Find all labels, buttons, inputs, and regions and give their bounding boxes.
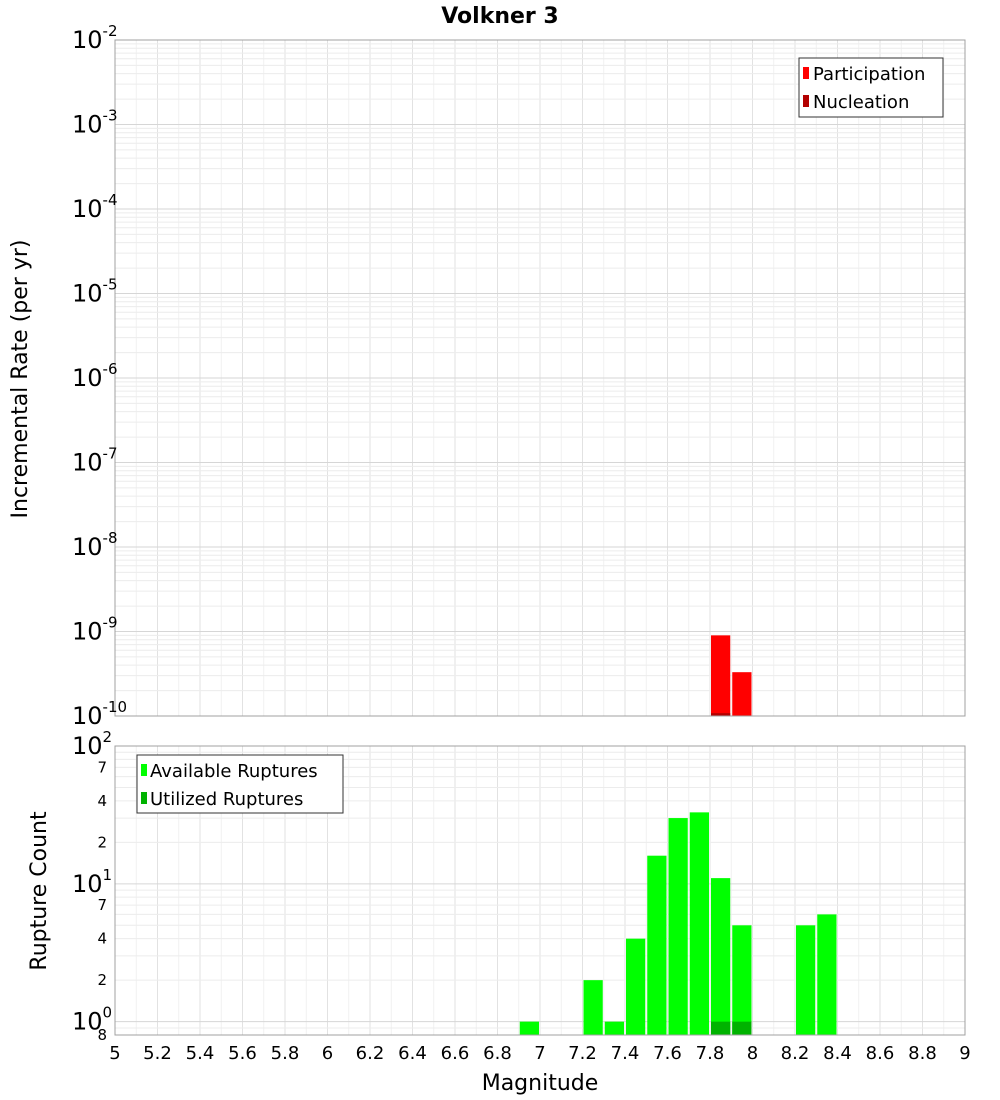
rate-y-tick-labels: 10-10 10-9 10-8 10-7 10-6 10-5 10-4 10-3 10-2 xyxy=(72,22,127,730)
x-tick-label: 6.4 xyxy=(398,1043,427,1064)
x-tick-label: 6 xyxy=(322,1043,333,1064)
legend-swatch-available xyxy=(141,764,147,776)
x-tick-label: 8.8 xyxy=(908,1043,937,1064)
count-y-minor-tick-label: 8 xyxy=(97,1026,107,1044)
rate-y-tick-label: 10-5 xyxy=(72,276,118,308)
rate-y-tick-label: 10-10 xyxy=(72,698,127,730)
x-tick-label: 5.2 xyxy=(143,1043,172,1064)
count-y-minor-tick-label: 4 xyxy=(97,930,107,948)
rate-y-tick-label: 10-9 xyxy=(72,614,118,646)
utilized-ruptures-bar xyxy=(732,1021,752,1035)
count-y-minor-tick-label: 7 xyxy=(97,896,107,914)
legend-swatch-utilized xyxy=(141,792,147,804)
available-ruptures-bar xyxy=(817,914,837,1035)
legend-swatch-participation xyxy=(803,67,809,79)
available-ruptures-bar xyxy=(796,925,816,1035)
rate-y-tick-label: 10-2 xyxy=(72,22,118,54)
count-y-minor-tick-label: 2 xyxy=(97,833,107,851)
rate-y-tick-label: 10-4 xyxy=(72,191,118,223)
available-ruptures-bar xyxy=(647,855,667,1035)
rate-panel: 10-10 10-9 10-8 10-7 10-6 10-5 10-4 10-3 10-2 In… xyxy=(8,22,966,730)
participation-bar xyxy=(711,635,731,716)
x-tick-label: 5.4 xyxy=(186,1043,215,1064)
count-y-tick-label: 102 xyxy=(72,728,112,760)
count-legend-box xyxy=(136,754,344,814)
x-tick-label: 8 xyxy=(747,1043,758,1064)
available-ruptures-bar xyxy=(732,925,752,1035)
count-y-minor-tick-label: 2 xyxy=(97,971,107,989)
x-tick-label: 5.8 xyxy=(271,1043,300,1064)
count-y-minor-tick-label: 7 xyxy=(97,758,107,776)
legend-label-utilized: Utilized Ruptures xyxy=(150,789,303,810)
nucleation-bar xyxy=(711,713,731,716)
x-tick-label: 6.6 xyxy=(441,1043,470,1064)
x-tick-label: 8.2 xyxy=(781,1043,810,1064)
count-plot-frame xyxy=(114,745,966,1036)
x-tick-label: 8.4 xyxy=(823,1043,852,1064)
count-y-tick-label: 100 xyxy=(72,1004,112,1036)
x-tick-label: 7.4 xyxy=(611,1043,640,1064)
available-ruptures-bar xyxy=(604,1021,624,1035)
x-tick-label: 7.2 xyxy=(568,1043,597,1064)
x-tick-label: 5 xyxy=(109,1043,120,1064)
rate-bars xyxy=(711,635,752,716)
rate-y-tick-label: 10-7 xyxy=(72,445,118,477)
x-tick-label: 7 xyxy=(534,1043,545,1064)
chart-title: Volkner 3 xyxy=(441,4,559,29)
legend-label-nucleation: Nucleation xyxy=(813,92,909,113)
x-tick-label: 6.2 xyxy=(356,1043,385,1064)
x-tick-label: 8.6 xyxy=(866,1043,895,1064)
rate-y-axis-label: Incremental Rate (per yr) xyxy=(8,240,33,519)
count-y-minor-tick-label: 4 xyxy=(97,792,107,810)
available-ruptures-bar xyxy=(689,812,709,1035)
x-tick-labels: 5 5.2 5.4 5.6 5.8 6 6.2 6.4 6.6 6.8 7 7.2 7.4 7.6 7.8 8… xyxy=(109,1043,970,1064)
rate-y-tick-label: 10-6 xyxy=(72,360,118,392)
x-tick-label: 9 xyxy=(959,1043,970,1064)
x-axis-label: Magnitude xyxy=(482,1071,599,1096)
legend-swatch-nucleation xyxy=(803,95,809,107)
rate-legend: Participation Nucleation xyxy=(798,57,944,118)
rate-y-tick-label: 10-3 xyxy=(72,107,118,139)
x-tick-label: 7.6 xyxy=(653,1043,682,1064)
rate-legend-box xyxy=(798,57,944,118)
utilized-ruptures-bar xyxy=(711,1021,731,1035)
rate-gridlines xyxy=(115,40,966,716)
x-tick-label: 5.6 xyxy=(228,1043,257,1064)
count-y-tick-labels: 100 101 102 8 2 4 7 2 4 7 xyxy=(72,728,112,1044)
count-y-tick-label: 101 xyxy=(72,866,112,898)
count-panel: 100 101 102 8 2 4 7 2 4 7 Rupture Count Available… xyxy=(27,728,971,1096)
count-bars xyxy=(519,812,837,1035)
x-tick-label: 7.8 xyxy=(696,1043,725,1064)
available-ruptures-bar xyxy=(626,938,646,1035)
rate-y-tick-label: 10-8 xyxy=(72,529,118,561)
count-y-axis-label: Rupture Count xyxy=(27,811,52,971)
count-legend: Available Ruptures Utilized Ruptures xyxy=(136,754,344,814)
available-ruptures-bar xyxy=(519,1021,539,1035)
rate-plot-frame xyxy=(114,39,966,717)
available-ruptures-bar xyxy=(583,980,603,1035)
legend-label-participation: Participation xyxy=(813,64,925,85)
x-tick-label: 6.8 xyxy=(483,1043,512,1064)
available-ruptures-bar xyxy=(711,878,731,1035)
legend-label-available: Available Ruptures xyxy=(150,761,318,782)
available-ruptures-bar xyxy=(668,818,688,1035)
participation-bar xyxy=(732,672,752,716)
